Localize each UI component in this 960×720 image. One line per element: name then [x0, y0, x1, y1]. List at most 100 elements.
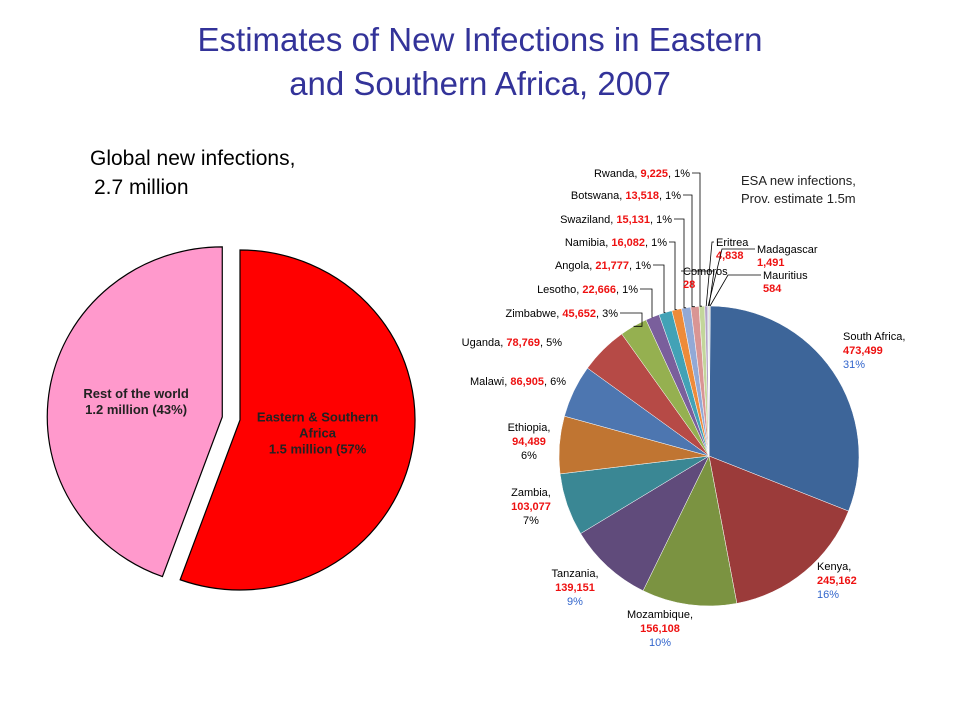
esa-label-value: 139,151 [555, 582, 595, 594]
global-slice-label-1: Rest of the world 1.2 million (43%) [83, 386, 189, 417]
esa-label-value: 584 [763, 283, 782, 295]
esa-label-value: 15,131 [616, 214, 650, 226]
esa-label-uganda: Uganda, 78,769, 5% [462, 337, 563, 349]
esa-label-name: Zimbabwe, [505, 308, 562, 320]
esa-leader-line [620, 312, 643, 327]
esa-label-name: Uganda, [462, 337, 507, 349]
esa-label-name: Lesotho, [537, 284, 582, 296]
esa-label-zambia: Zambia, 103,077 7% [511, 487, 551, 527]
esa-label-lesotho: Lesotho, 22,666, 1% [537, 284, 638, 296]
esa-leader-line [669, 241, 677, 310]
esa-label-value: 156,108 [640, 623, 680, 635]
esa-label-text: Zimbabwe, 45,652, 3% [505, 308, 618, 320]
esa-label-pct: 6% [521, 450, 537, 462]
esa-label-pct: , 3% [596, 308, 618, 320]
esa-label-name: Zambia, [511, 487, 551, 499]
esa-label-ethiopia: Ethiopia, 94,489 6% [508, 422, 551, 462]
esa-label-pct: , 1% [616, 284, 638, 296]
global-slice-eastern-southern-africa [179, 249, 416, 591]
esa-slice-kenya [708, 455, 849, 604]
global-slice-label-line: 1.5 million (57% [269, 441, 367, 456]
esa-leader-line [707, 248, 755, 307]
esa-label-value: 245,162 [817, 575, 857, 587]
esa-label-text: Lesotho, 22,666, 1% [537, 284, 638, 296]
esa-label-name: Namibia, [565, 237, 611, 249]
esa-label-value: 13,518 [625, 190, 659, 202]
esa-label-text: Botswana, 13,518, 1% [571, 190, 681, 202]
global-slice-label-0: Eastern & Southern Africa 1.5 million (57% [257, 409, 378, 456]
esa-label-angola: Angola, 21,777, 1% [555, 260, 651, 272]
global-pie-title-line2: 2.7 million [94, 176, 189, 199]
global-slice-label-line: Eastern & Southern [257, 409, 378, 424]
esa-label-text: Namibia, 16,082, 1% [565, 237, 667, 249]
esa-label-south-africa: South Africa, 473,499 31% [843, 331, 905, 371]
esa-label-pct: , 1% [659, 190, 681, 202]
esa-label-text: Swaziland, 15,131, 1% [560, 214, 672, 226]
esa-leader-line [653, 264, 666, 313]
global-pie-title-line1: Global new infections, [90, 147, 296, 170]
global-pie-title: Global new infections, 2.7 million [90, 144, 295, 202]
esa-label-value: 9,225 [640, 168, 668, 180]
esa-label-pct: , 1% [645, 237, 667, 249]
esa-label-name: Comoros [683, 266, 728, 278]
global-slice-rest-of-world [46, 246, 223, 578]
esa-label-value: 16,082 [611, 237, 645, 249]
esa-slice-mozambique [642, 455, 738, 607]
esa-leader-line [709, 274, 761, 307]
esa-label-name: Rwanda, [594, 168, 640, 180]
esa-label-value: 4,838 [716, 250, 744, 262]
esa-slice-tanzania [580, 455, 710, 592]
esa-label-value: 45,652 [562, 308, 596, 320]
global-slice-label-line: Rest of the world [83, 386, 189, 401]
esa-label-botswana: Botswana, 13,518, 1% [571, 190, 681, 202]
esa-label-name: Kenya, [817, 561, 851, 573]
esa-label-pct: 9% [567, 596, 583, 608]
esa-slice-south-africa [708, 305, 860, 512]
esa-label-swaziland: Swaziland, 15,131, 1% [560, 214, 672, 226]
esa-leader-line [692, 172, 702, 307]
esa-label-tanzania: Tanzania, 139,151 9% [551, 568, 598, 608]
esa-label-kenya: Kenya, 245,162 16% [817, 561, 857, 601]
esa-label-name: South Africa, [843, 331, 905, 343]
esa-label-name: Swaziland, [560, 214, 616, 226]
esa-label-value: 94,489 [512, 436, 546, 448]
esa-note-line1: ESA new infections, [741, 173, 856, 188]
esa-label-name: Mozambique, [627, 609, 693, 621]
global-slice-label-line: 1.2 million (43%) [85, 402, 187, 417]
esa-label-rwanda: Rwanda, 9,225, 1% [594, 168, 690, 180]
esa-label-name: Mauritius [763, 270, 808, 282]
esa-label-pct: , 5% [540, 337, 562, 349]
esa-label-name: Ethiopia, [508, 422, 551, 434]
esa-label-pct: , 1% [650, 214, 672, 226]
esa-leader-line [705, 241, 714, 307]
esa-note: ESA new infections, Prov. estimate 1.5m [741, 172, 856, 208]
esa-label-pct: 16% [817, 589, 839, 601]
esa-label-value: 28 [683, 279, 695, 291]
esa-leader-line [683, 194, 695, 308]
esa-label-pct: , 6% [544, 376, 566, 388]
slide-title-line2: and Southern Africa, 2007 [289, 65, 671, 102]
esa-label-pct: , 1% [668, 168, 690, 180]
esa-label-pct: 31% [843, 359, 865, 371]
esa-label-value: 103,077 [511, 501, 551, 513]
esa-label-text: Malawi, 86,905, 6% [470, 376, 566, 388]
esa-label-text: Rwanda, 9,225, 1% [594, 168, 690, 180]
esa-label-name: Eritrea [716, 237, 749, 249]
esa-label-text: Angola, 21,777, 1% [555, 260, 651, 272]
esa-label-value: 22,666 [582, 284, 616, 296]
esa-label-value: 78,769 [506, 337, 540, 349]
esa-label-name: Malawi, [470, 376, 510, 388]
esa-label-name: Madagascar [757, 244, 818, 256]
global-slice-label-line: Africa [299, 425, 337, 440]
esa-label-pct: 7% [523, 515, 539, 527]
slide-title-line1: Estimates of New Infections in Eastern [197, 21, 763, 58]
esa-label-name: Tanzania, [551, 568, 598, 580]
esa-label-value: 1,491 [757, 257, 785, 269]
esa-label-mozambique: Mozambique, 156,108 10% [627, 609, 693, 649]
esa-note-line2: Prov. estimate 1.5m [741, 191, 856, 206]
